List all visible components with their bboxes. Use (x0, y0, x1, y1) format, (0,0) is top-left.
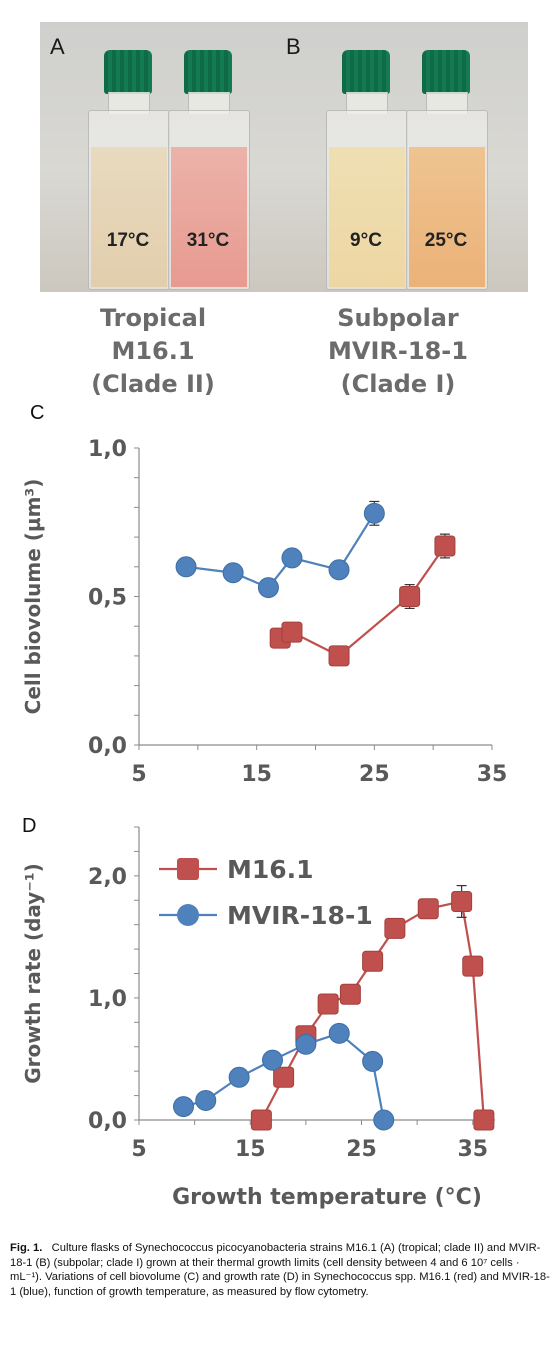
photo-b: B 9°C 25°C (276, 22, 528, 292)
legend-marker (177, 858, 199, 880)
data-point (173, 1096, 194, 1118)
data-point (399, 586, 421, 607)
panel-letter-a: A (50, 34, 65, 59)
data-point (462, 955, 484, 977)
flask-17c: 17°C (88, 50, 170, 290)
legend-label: MVIR-18-1 (227, 901, 373, 930)
culture-liquid (91, 147, 167, 287)
data-point (451, 890, 473, 912)
y-tick-label: 1,0 (88, 437, 127, 462)
data-point (328, 645, 350, 667)
data-point (373, 1109, 395, 1131)
x-tick-label: 5 (131, 1137, 146, 1162)
data-point (384, 917, 406, 939)
data-point (417, 898, 439, 920)
flask-9c: 9°C (326, 50, 408, 290)
data-point (228, 1066, 250, 1088)
x-tick-label: 5 (131, 762, 146, 787)
panel-letter-d: D (22, 815, 37, 837)
data-point (175, 556, 197, 578)
data-point (257, 577, 279, 599)
figure-caption: Fig. 1. Culture flasks of Synechococcus … (10, 1241, 550, 1299)
x-tick-label: 15 (235, 1137, 266, 1162)
legend-label: M16.1 (227, 855, 314, 884)
strain-label-tropical: Tropical M16.1 (Clade II) (91, 304, 215, 398)
y-tick-label: 0,5 (88, 586, 127, 611)
flask-cap (422, 50, 470, 94)
culture-liquid (409, 147, 485, 287)
panel-letter-c: C (30, 402, 45, 424)
data-point (362, 1050, 384, 1072)
data-point (362, 950, 384, 972)
culture-liquid (171, 147, 247, 287)
flask-25c: 25°C (406, 50, 488, 290)
data-point (473, 1109, 495, 1131)
y-tick-label: 0,0 (88, 734, 127, 759)
data-point (434, 535, 456, 557)
series-line-m16.1 (260, 900, 485, 1121)
y-tick-label: 0,0 (88, 1109, 127, 1134)
data-point (363, 502, 385, 524)
flask-cap (342, 50, 390, 94)
data-point (195, 1089, 217, 1111)
flask-temp-label: 25°C (424, 230, 468, 251)
y-axis-title: Cell biovolume (µm³) (21, 479, 45, 715)
x-tick-label: 25 (359, 762, 390, 787)
y-tick-label: 2,0 (88, 865, 127, 890)
flask-cap (104, 50, 152, 94)
panel-letter-b: B (286, 34, 301, 59)
y-axis-title: Growth rate (day⁻¹) (21, 863, 45, 1084)
flask-cap (184, 50, 232, 94)
data-point (328, 1022, 350, 1044)
data-point (295, 1033, 317, 1055)
x-tick-label: 25 (346, 1137, 377, 1162)
photo-a: A 17°C 31°C (40, 22, 292, 292)
strain-label-subpolar: Subpolar MVIR-18-1 (Clade I) (328, 304, 468, 398)
x-axis-title: Growth temperature (°C) (172, 1185, 482, 1210)
caption-text: Culture flasks of Synechococcus picocyan… (10, 1242, 550, 1298)
culture-liquid (329, 147, 405, 287)
x-tick-label: 35 (457, 1137, 488, 1162)
data-point (273, 1066, 295, 1088)
legend-marker (177, 904, 199, 926)
data-point (328, 559, 350, 581)
series-line-m16.1 (279, 545, 446, 658)
data-point (281, 621, 303, 643)
flask-temp-label: 31°C (186, 230, 230, 251)
data-point (222, 562, 244, 584)
x-tick-label: 35 (477, 762, 508, 787)
caption-fig-label: Fig. 1. (10, 1242, 43, 1254)
chart-cell-biovolume: 0,0 0,5 1,0 5 15 25 35 Cell biovolume (µm³) (21, 437, 508, 787)
flask-temp-label: 17°C (106, 230, 150, 251)
y-tick-label: 1,0 (88, 987, 127, 1012)
x-tick-label: 15 (241, 762, 272, 787)
flask-temp-label: 9°C (350, 230, 382, 251)
flask-31c: 31°C (168, 50, 250, 290)
data-point (281, 547, 303, 569)
data-point (339, 983, 361, 1005)
chart-growth-rate: 0,0 1,0 2,0 5 15 25 35 Growth rate (day⁻¹) Growt… (21, 826, 495, 1210)
data-point (250, 1109, 272, 1131)
data-point (317, 993, 339, 1015)
data-point (262, 1049, 283, 1071)
